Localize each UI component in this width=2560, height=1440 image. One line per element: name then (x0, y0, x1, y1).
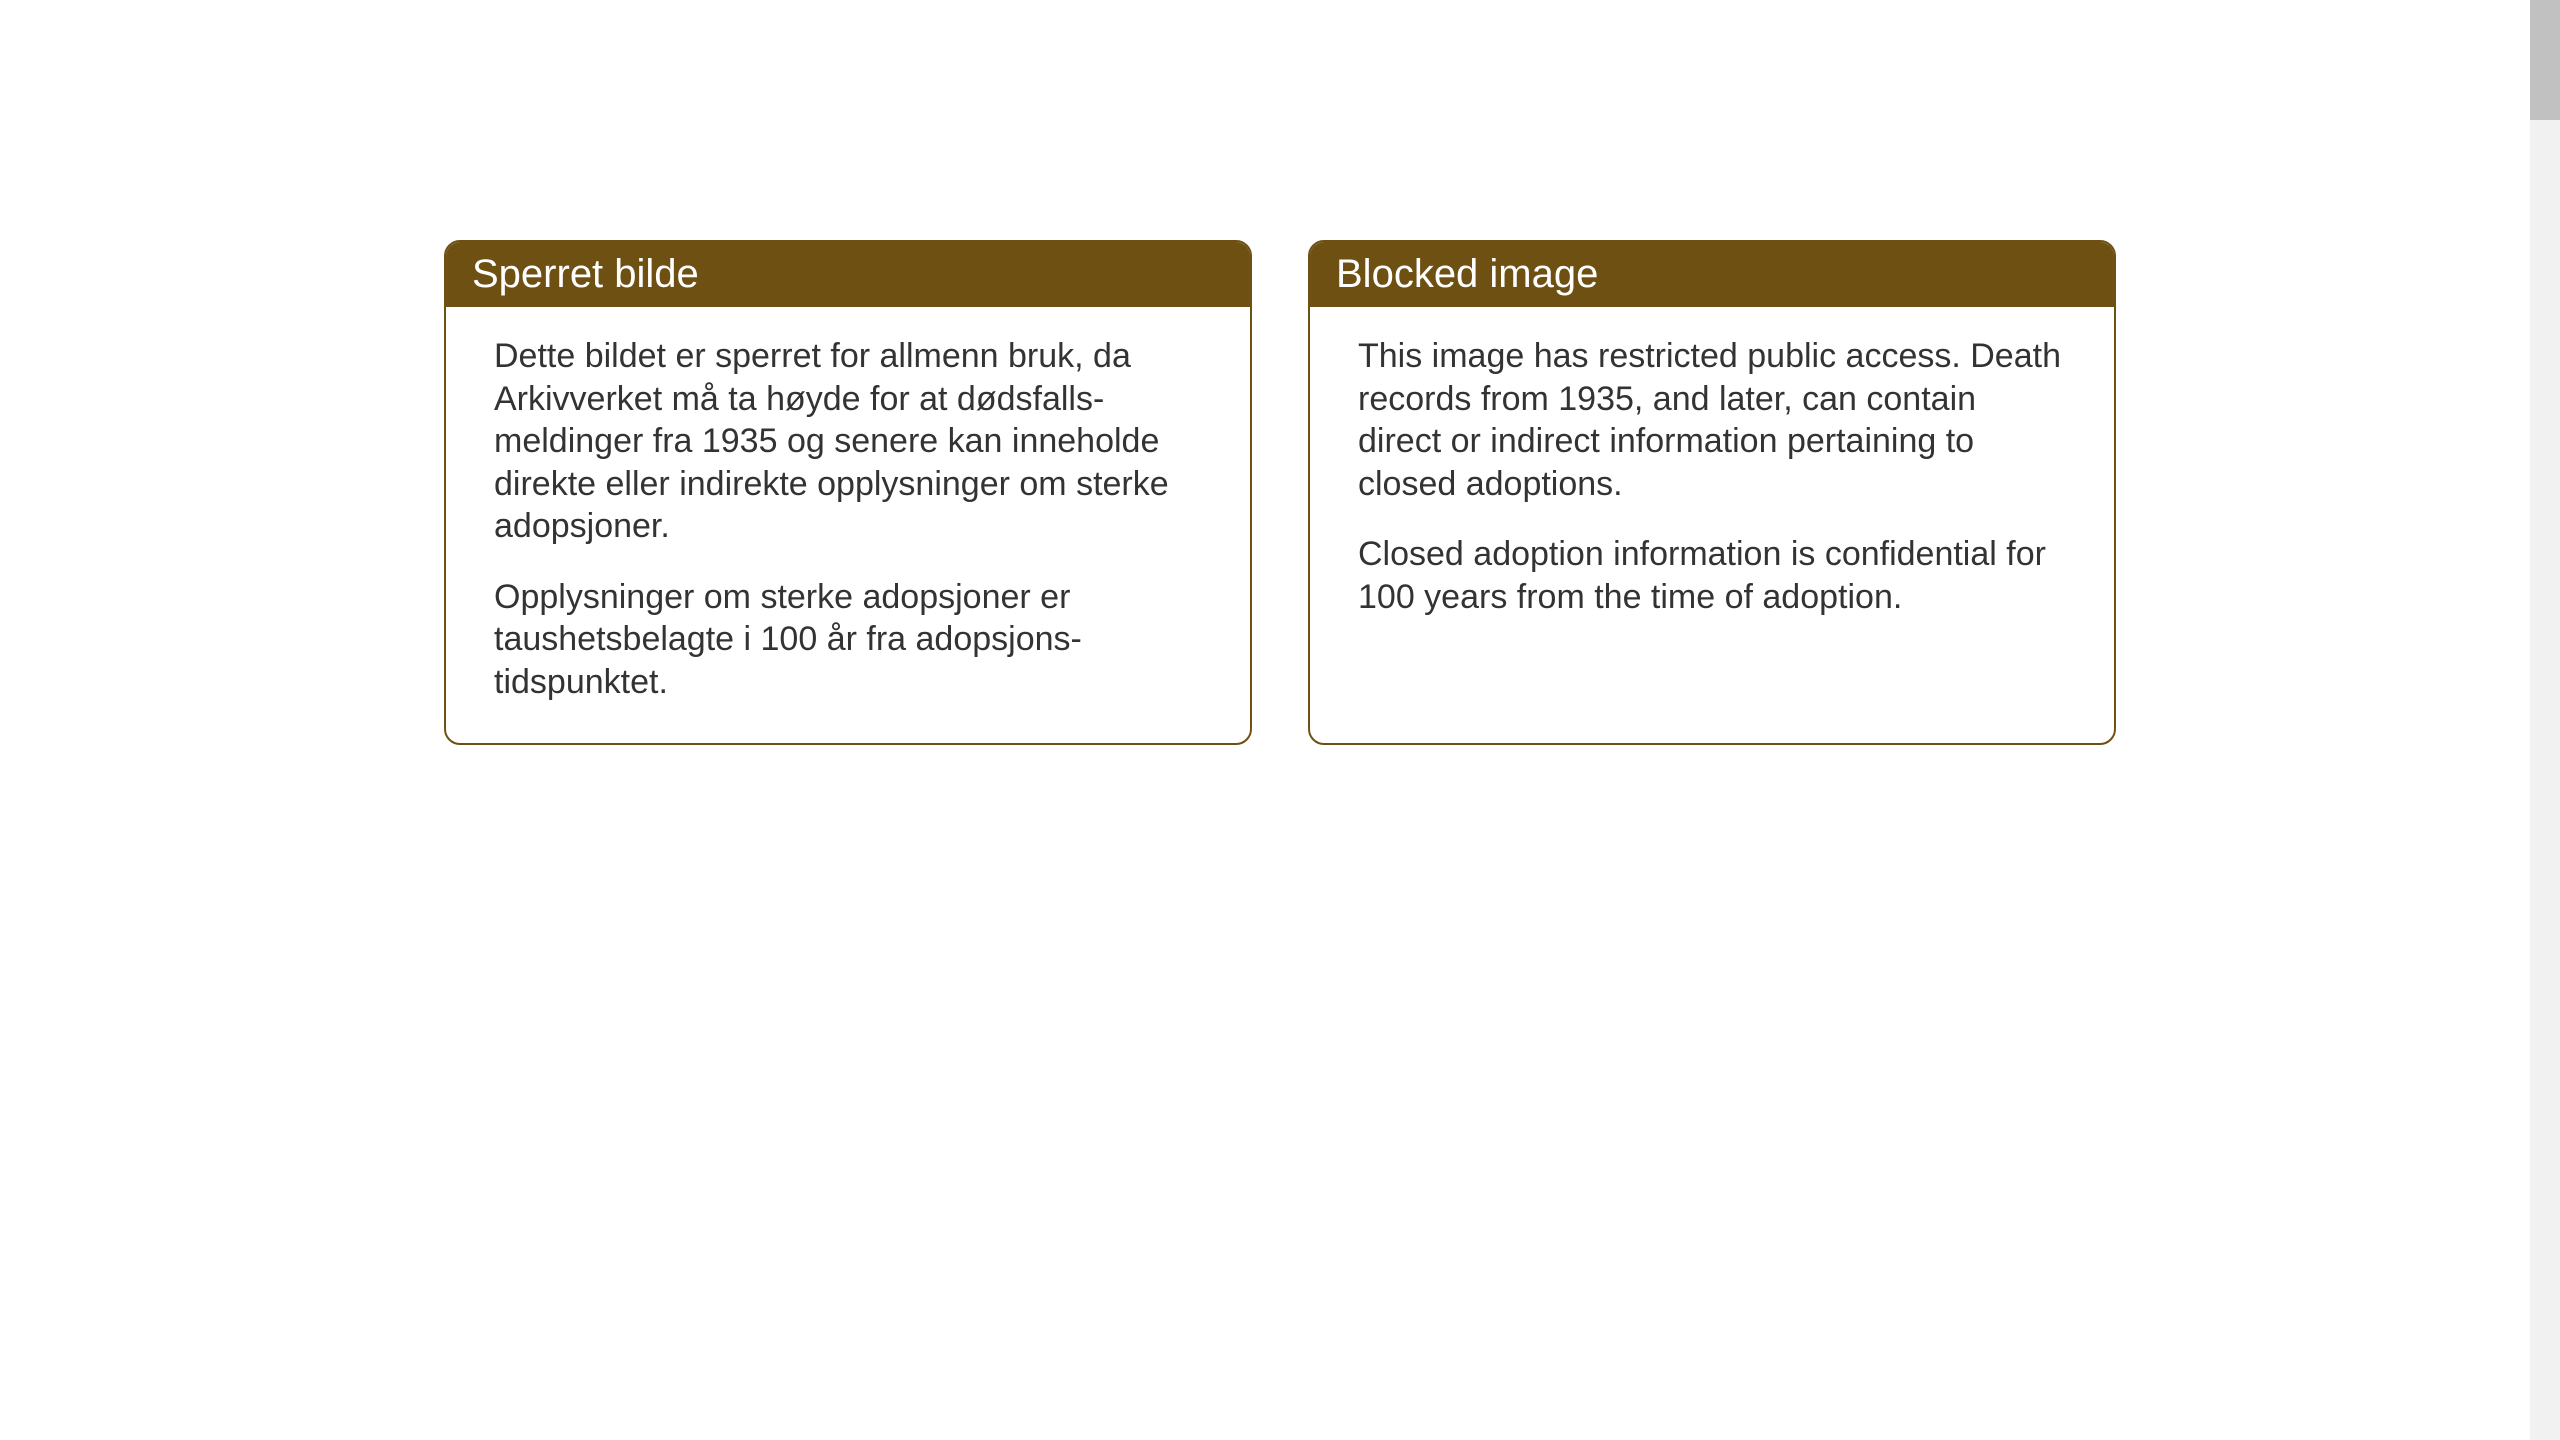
norwegian-paragraph-2: Opplysninger om sterke adopsjoner er tau… (494, 576, 1202, 704)
english-card-body: This image has restricted public access.… (1310, 307, 2114, 658)
scrollbar-thumb[interactable] (2530, 0, 2560, 120)
english-card: Blocked image This image has restricted … (1308, 240, 2116, 745)
english-paragraph-1: This image has restricted public access.… (1358, 335, 2066, 505)
norwegian-card-title: Sperret bilde (472, 252, 699, 296)
cards-container: Sperret bilde Dette bildet er sperret fo… (444, 240, 2116, 745)
english-paragraph-2: Closed adoption information is confident… (1358, 533, 2066, 618)
vertical-scrollbar[interactable] (2530, 0, 2560, 1440)
english-card-title: Blocked image (1336, 252, 1598, 296)
english-card-header: Blocked image (1310, 242, 2114, 307)
norwegian-card: Sperret bilde Dette bildet er sperret fo… (444, 240, 1252, 745)
norwegian-card-body: Dette bildet er sperret for allmenn bruk… (446, 307, 1250, 743)
norwegian-card-header: Sperret bilde (446, 242, 1250, 307)
norwegian-paragraph-1: Dette bildet er sperret for allmenn bruk… (494, 335, 1202, 548)
